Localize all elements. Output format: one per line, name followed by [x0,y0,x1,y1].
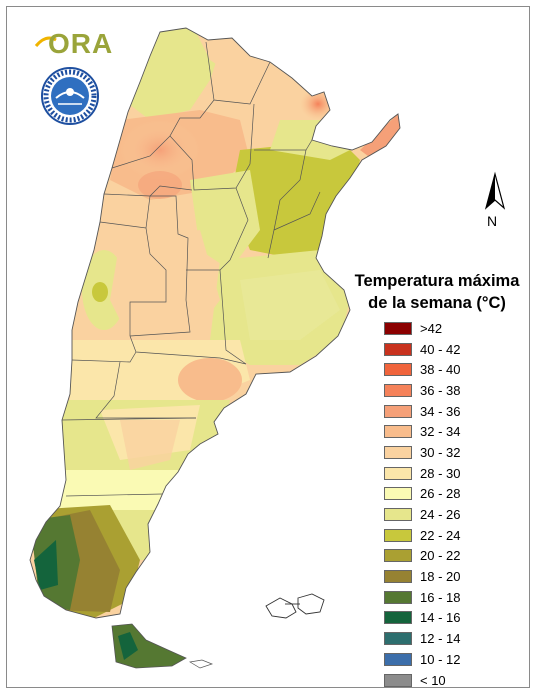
legend-label: 10 - 12 [420,651,461,667]
legend-title-line1: Temperatura máxima [354,272,520,290]
legend-row: 28 - 30 [384,463,460,484]
legend-title: Temperatura máxima de la semana (°C) [344,270,530,314]
legend: >42 40 - 42 38 - 40 36 - 38 34 - 36 32 - 34 30… [384,318,460,690]
legend-swatch [384,632,412,646]
legend-label: 18 - 20 [420,569,461,585]
legend-label: >42 [420,320,443,336]
legend-row: 38 - 40 [384,359,460,380]
ora-logo-text: ORA [48,28,114,59]
malvinas-islands [265,593,325,619]
legend-swatch [384,570,412,584]
legend-row: 26 - 28 [384,484,460,505]
legend-swatch [384,342,412,356]
legend-row: 16 - 18 [384,587,460,608]
legend-label: 20 - 22 [420,548,461,564]
legend-row: 14 - 16 [384,608,460,629]
legend-swatch [384,487,412,501]
legend-label: 12 - 14 [420,631,461,647]
legend-swatch [384,673,412,687]
legend-label: 28 - 30 [420,465,461,481]
legend-row: 12 - 14 [384,628,460,649]
legend-row: 10 - 12 [384,649,460,670]
legend-label: 16 - 18 [420,589,461,605]
legend-swatch [384,590,412,604]
legend-swatch [384,425,412,439]
legend-row: 40 - 42 [384,339,460,360]
legend-label: 24 - 26 [420,507,461,523]
legend-swatch [384,652,412,666]
legend-label: < 10 [420,672,446,688]
legend-swatch [384,611,412,625]
legend-row: 34 - 36 [384,401,460,422]
legend-row: 20 - 22 [384,546,460,567]
legend-swatch [384,321,412,335]
north-arrow-icon [484,171,506,210]
legend-label: 22 - 24 [420,527,461,543]
legend-row: 30 - 32 [384,442,460,463]
legend-label: 14 - 16 [420,610,461,626]
legend-swatch [384,508,412,522]
legend-row: 36 - 38 [384,380,460,401]
legend-label: 40 - 42 [420,341,461,357]
legend-label: 36 - 38 [420,382,461,398]
smn-seal-icon [41,67,99,125]
legend-swatch [384,363,412,377]
legend-row: 22 - 24 [384,525,460,546]
province-boundaries [61,41,321,497]
legend-label: 32 - 34 [420,424,461,440]
north-label: N [487,213,498,229]
legend-swatch [384,383,412,397]
ora-swoosh-icon [34,36,57,47]
legend-row: 24 - 26 [384,504,460,525]
legend-label: 38 - 40 [420,362,461,378]
legend-swatch [384,528,412,542]
legend-swatch [384,404,412,418]
legend-row: 18 - 20 [384,566,460,587]
legend-swatch [384,466,412,480]
legend-row: >42 [384,318,460,339]
legend-label: 26 - 28 [420,486,461,502]
legend-row: 32 - 34 [384,421,460,442]
legend-label: 34 - 36 [420,403,461,419]
legend-label: 30 - 32 [420,444,461,460]
legend-row: < 10 [384,670,460,691]
legend-swatch [384,445,412,459]
legend-swatch [384,549,412,563]
legend-title-line2: de la semana (°C) [368,294,506,312]
